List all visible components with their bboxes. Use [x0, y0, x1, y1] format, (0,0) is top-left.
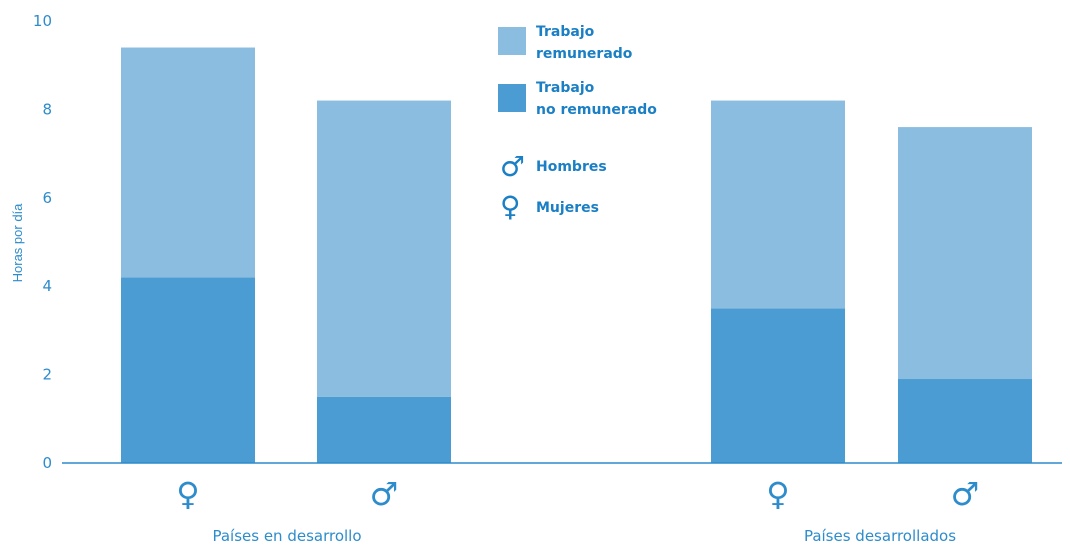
bar-segment-paid — [121, 47, 255, 278]
bar-segment-unpaid — [711, 308, 845, 463]
y-tick-label: 2 — [42, 366, 52, 384]
legend-swatch-paid — [498, 27, 526, 55]
male-symbol-icon: ♂ — [500, 150, 525, 183]
bar-segment-paid — [711, 100, 845, 309]
male-symbol-icon: ♂ — [370, 475, 399, 513]
y-tick-label: 6 — [42, 189, 52, 207]
y-tick-label: 0 — [42, 454, 52, 472]
legend-label-paid-line1: Trabajo — [536, 24, 595, 40]
legend-label-women: Mujeres — [536, 200, 599, 216]
bar-segment-unpaid — [317, 396, 451, 463]
bar-segment-unpaid — [898, 379, 1032, 463]
legend-label-paid-line2: remunerado — [536, 46, 633, 62]
legend-label-unpaid-line1: Trabajo — [536, 80, 595, 96]
legend-label-unpaid-line2: no remunerado — [536, 102, 657, 118]
bars-layer — [121, 47, 1032, 463]
female-symbol-icon: ♀ — [176, 475, 199, 513]
legend: Trabajo remunerado Trabajo no remunerado… — [498, 24, 657, 223]
x-group-label: Países desarrollados — [804, 527, 956, 545]
x-axis-category-symbols: ♀ ♂ ♀ ♂ — [176, 475, 979, 513]
legend-label-men: Hombres — [536, 159, 607, 175]
bar-segment-paid — [898, 127, 1032, 380]
y-axis-label: Horas por día — [10, 203, 25, 283]
male-symbol-icon: ♂ — [951, 475, 980, 513]
x-axis-group-labels: Países en desarrollo Países desarrollados — [212, 527, 956, 545]
x-group-label: Países en desarrollo — [212, 527, 361, 545]
y-tick-label: 8 — [42, 100, 52, 118]
bar-segment-unpaid — [121, 277, 255, 463]
bar-segment-paid — [317, 100, 451, 397]
y-tick-label: 4 — [42, 277, 52, 295]
y-axis-ticks: 0 2 4 6 8 10 — [33, 12, 52, 472]
female-symbol-icon: ♀ — [500, 190, 521, 223]
female-symbol-icon: ♀ — [766, 475, 789, 513]
y-tick-label: 10 — [33, 12, 52, 30]
legend-swatch-unpaid — [498, 84, 526, 112]
